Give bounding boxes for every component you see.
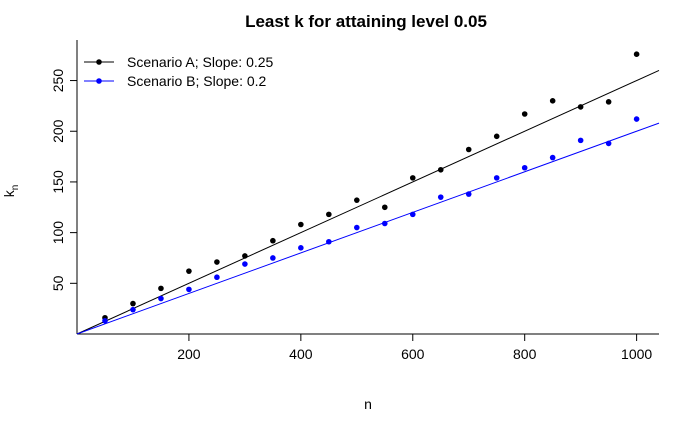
series-1-point	[549, 154, 556, 161]
series-0-point	[242, 253, 248, 259]
series-1-point	[214, 274, 220, 281]
x-axis-label: n	[364, 396, 372, 412]
series-1-point	[298, 245, 304, 251]
series-0-point	[270, 237, 276, 244]
legend-label-1: Scenario B; Slope: 0.2	[127, 73, 267, 89]
y-tick-label: 200	[50, 119, 66, 143]
series-0-point	[354, 197, 360, 203]
y-axis-label-subscript: n	[10, 185, 21, 191]
series-1-point	[381, 220, 388, 227]
series-0-point	[214, 259, 220, 265]
series-1-point	[158, 295, 164, 302]
x-tick-label: 200	[177, 346, 201, 362]
series-0-point	[186, 268, 192, 274]
series-1-point	[270, 255, 276, 261]
y-axis-label: kn	[1, 185, 21, 198]
series-1-point	[102, 318, 108, 324]
plot-area: 200 400 600 800 1000 50 100 150 200 250	[50, 40, 660, 362]
series-0-point	[409, 175, 416, 181]
series-1-point	[521, 164, 528, 171]
series-1-point	[409, 211, 416, 218]
legend-label-0: Scenario A; Slope: 0.25	[127, 54, 274, 70]
series-0-point	[437, 166, 444, 173]
x-tick-label: 600	[401, 346, 425, 362]
series-1-fit-line	[76, 122, 660, 335]
series-0-point	[465, 146, 472, 153]
y-tick-label: 250	[50, 69, 66, 93]
series-0-point	[605, 99, 612, 105]
y-tick-label: 100	[50, 221, 66, 245]
series-0-point	[326, 211, 332, 218]
series-0-fit-line	[76, 69, 660, 335]
series-1-point	[186, 286, 192, 293]
series-1-point	[437, 194, 444, 200]
series-0-point	[158, 285, 164, 292]
legend-marker-1	[96, 78, 102, 84]
series-0-point	[549, 98, 556, 104]
series-0-point	[381, 204, 388, 211]
series-1-point	[465, 191, 472, 197]
series-1-point	[633, 116, 640, 122]
series-1-point	[577, 137, 584, 144]
series-0-point	[521, 111, 528, 117]
series-1-point	[354, 224, 360, 231]
series-1-point	[326, 238, 332, 245]
series-1-point	[493, 175, 500, 181]
x-tick-label: 1000	[621, 346, 652, 362]
y-tick-label: 150	[50, 170, 66, 194]
series-0-point	[633, 51, 640, 57]
series-0-point	[130, 300, 136, 307]
series-1-point	[130, 306, 136, 313]
y-tick-label: 50	[50, 275, 66, 291]
series-0-point	[493, 133, 500, 140]
legend: Scenario A; Slope: 0.25 Scenario B; Slope…	[84, 54, 274, 89]
y-axis-label-main: k	[1, 189, 17, 197]
x-tick-label: 400	[289, 346, 313, 362]
legend-marker-0	[96, 59, 102, 65]
series-0-point	[298, 221, 304, 228]
series-0-point	[577, 104, 584, 110]
x-tick-label: 800	[513, 346, 537, 362]
series-1-point	[605, 140, 612, 147]
chart-title: Least k for attaining level 0.05	[245, 12, 487, 31]
series-1-point	[242, 261, 248, 267]
